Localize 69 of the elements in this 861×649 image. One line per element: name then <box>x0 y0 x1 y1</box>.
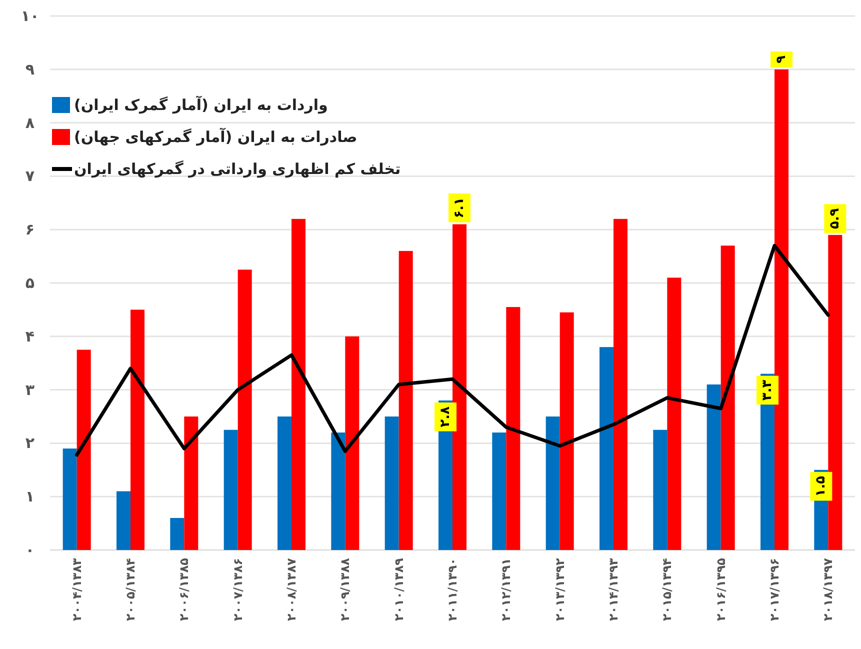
y-tick-label: ۱۰ <box>20 7 40 25</box>
y-tick-label: ۵ <box>25 274 35 292</box>
y-tick-label: ۴ <box>25 327 35 346</box>
y-tick-label: ۷ <box>25 167 35 186</box>
bar <box>546 416 560 550</box>
value-label: ۵.۹ <box>824 204 846 233</box>
bar <box>76 350 91 550</box>
y-tick-label: ۳ <box>25 380 35 399</box>
y-tick-label: ۹ <box>25 60 35 78</box>
y-tick-label: ۱ <box>25 488 35 506</box>
x-tick-label: ۲۰۰۴/۱۳۸۳ <box>70 557 84 621</box>
data-label: ۳.۳ <box>760 380 775 401</box>
y-tick-label: ۲ <box>25 434 35 452</box>
x-tick-label: ۲۰۱۴/۱۳۹۳ <box>606 557 620 621</box>
bar <box>130 310 144 550</box>
x-tick-label: ۲۰۱۳/۱۳۹۲ <box>552 557 567 621</box>
bar <box>184 416 198 550</box>
line-series <box>75 244 830 457</box>
bar <box>653 430 668 550</box>
x-tick-label: ۲۰۱۰/۱۳۸۹ <box>392 557 406 621</box>
x-tick-label: ۲۰۱۱/۱۳۹۰ <box>446 558 460 621</box>
x-tick-label: ۲۰۰۶/۱۳۸۵ <box>177 558 192 621</box>
legend-label: تخلف کم اظهاری وارداتی در گمرکهای ایران <box>74 160 401 178</box>
value-label: ۱.۵ <box>810 472 832 501</box>
bar <box>224 430 238 550</box>
bar <box>452 224 466 550</box>
data-label: ۶.۱ <box>452 197 467 218</box>
data-label: ۵.۹ <box>828 208 843 229</box>
bar <box>614 218 628 550</box>
bar <box>506 307 520 550</box>
value-label: ۳.۳ <box>756 376 778 405</box>
y-tick-label: ۸ <box>25 114 35 132</box>
bar <box>384 416 399 550</box>
x-tick-label: ۲۰۱۶/۱۳۹۵ <box>714 558 728 621</box>
bar <box>170 518 184 550</box>
bar <box>398 250 413 550</box>
bar <box>492 432 506 550</box>
data-label: ۹ <box>774 55 789 64</box>
x-tick-label: ۲۰۰۹/۱۳۸۸ <box>338 557 352 621</box>
legend-label: صادرات به ایران (آمار گمرکهای جهان) <box>74 127 358 146</box>
bar <box>238 270 252 550</box>
bar <box>331 432 346 550</box>
bar <box>292 218 306 550</box>
value-label: ۹ <box>770 51 792 68</box>
x-tick-label: ۲۰۱۵/۱۳۹۴ <box>660 558 674 621</box>
bar <box>278 416 292 550</box>
bar <box>62 448 77 550</box>
bar <box>345 336 360 550</box>
y-tick-label: ۰ <box>25 541 35 559</box>
x-tick-label: ۲۰۱۷/۱۳۹۶ <box>768 558 782 621</box>
bar <box>774 69 788 550</box>
value-label: ۶.۱ <box>448 193 470 222</box>
data-label: ۲.۸ <box>438 406 453 428</box>
data-label: ۱.۵ <box>814 476 829 497</box>
x-tick-label: ۲۰۰۵/۱۳۸۴ <box>124 558 138 621</box>
x-tick-label: ۲۰۰۸/۱۳۸۷ <box>284 557 298 621</box>
x-tick-label: ۲۰۰۷/۱۳۸۶ <box>230 558 245 621</box>
bar <box>667 278 682 550</box>
legend-label: واردات به ایران (آمار گمرک ایران) <box>74 95 328 114</box>
bar <box>600 347 614 550</box>
bar <box>828 234 842 550</box>
y-tick-label: ۶ <box>25 220 35 239</box>
x-tick-label: ۲۰۱۲/۱۳۹۱ <box>499 558 514 621</box>
value-label: ۲.۸ <box>434 402 456 432</box>
x-tick-label: ۲۰۱۸/۱۳۹۷ <box>821 557 836 621</box>
bar <box>560 312 574 550</box>
bar <box>706 384 721 550</box>
bar <box>116 491 130 550</box>
bar <box>720 246 735 550</box>
